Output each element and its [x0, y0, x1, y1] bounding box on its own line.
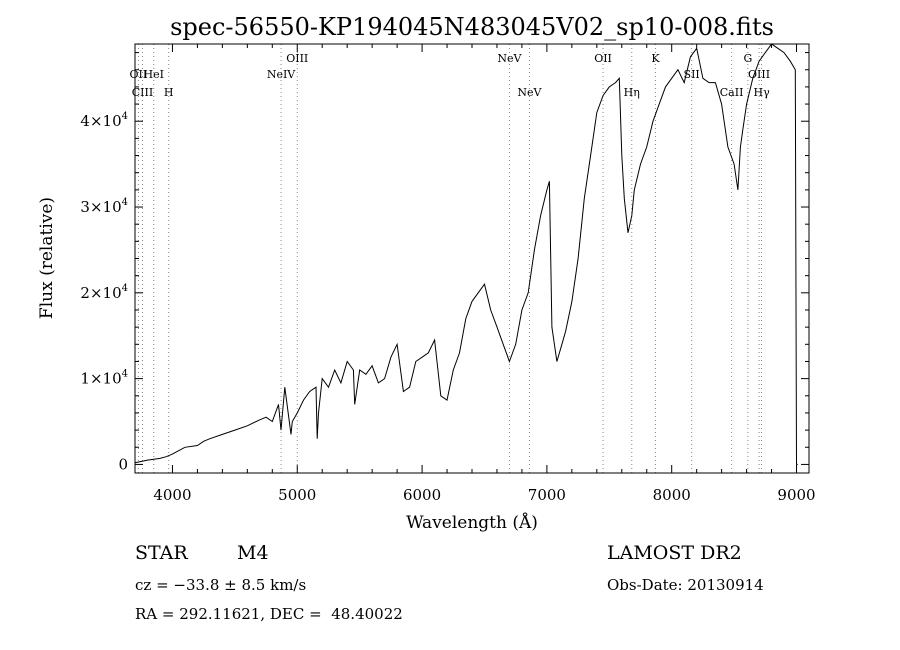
- marker-label: OIII: [748, 68, 770, 81]
- x-axis: 4000 5000 6000 7000 8000 9000: [153, 44, 816, 504]
- marker-label: OII: [594, 52, 612, 65]
- marker-label: CaII: [720, 86, 744, 99]
- coordinates: RA = 292.11621, DEC = 48.40022: [135, 605, 403, 623]
- y-tick-exponent: 4: [122, 197, 128, 208]
- y-tick-label: 1×104: [80, 369, 128, 388]
- x-tick-label: 4000: [153, 486, 191, 504]
- marker-label: OIII: [286, 52, 308, 65]
- marker-label: OII: [130, 68, 148, 81]
- x-tick-label: 7000: [528, 486, 566, 504]
- x-tick-label: 5000: [278, 486, 316, 504]
- marker-label: Hη: [624, 86, 640, 99]
- marker-label: H: [164, 86, 174, 99]
- y-tick-mantissa: 1×10: [80, 370, 121, 388]
- y-tick-exponent: 4: [122, 111, 128, 122]
- x-axis-label: Wavelength (Å): [406, 512, 538, 533]
- y-tick-label: 2×104: [80, 283, 128, 302]
- y-tick-label: 4×104: [80, 111, 128, 130]
- spectrum-line: [134, 43, 798, 465]
- y-tick-mantissa: 3×10: [80, 198, 121, 216]
- marker-label: K: [651, 52, 660, 65]
- y-tick-label: 3×104: [80, 197, 128, 216]
- marker-label: NeIV: [267, 68, 296, 81]
- marker-label: HeI: [143, 68, 163, 81]
- redshift-velocity: cz = −33.8 ± 8.5 km/s: [135, 576, 307, 594]
- marker-label: SII: [684, 68, 700, 81]
- survey-name: LAMOST DR2: [607, 542, 742, 564]
- x-tick-label: 9000: [777, 486, 815, 504]
- object-subclass: M4: [237, 542, 269, 564]
- chart-title: spec-56550-KP194045N483045V02_sp10-008.f…: [170, 13, 774, 41]
- observation-date: Obs-Date: 20130914: [607, 576, 764, 594]
- y-tick-exponent: 4: [122, 283, 128, 294]
- x-tick-label: 8000: [653, 486, 691, 504]
- plot-frame: [134, 43, 810, 474]
- marker-label: Hγ: [753, 86, 770, 99]
- marker-label: NeV: [517, 86, 542, 99]
- x-tick-label: 6000: [403, 486, 441, 504]
- marker-label: G: [743, 52, 752, 65]
- y-tick-mantissa: 0: [118, 455, 128, 473]
- y-axis-label: Flux (relative): [37, 197, 57, 319]
- object-type: STAR: [135, 542, 188, 564]
- y-tick-mantissa: 2×10: [80, 284, 121, 302]
- marker-label: NeV: [497, 52, 522, 65]
- y-tick-mantissa: 4×10: [80, 112, 121, 130]
- marker-label: CIII: [132, 86, 153, 99]
- y-tick-label: 0: [118, 455, 128, 473]
- y-tick-exponent: 4: [122, 369, 128, 380]
